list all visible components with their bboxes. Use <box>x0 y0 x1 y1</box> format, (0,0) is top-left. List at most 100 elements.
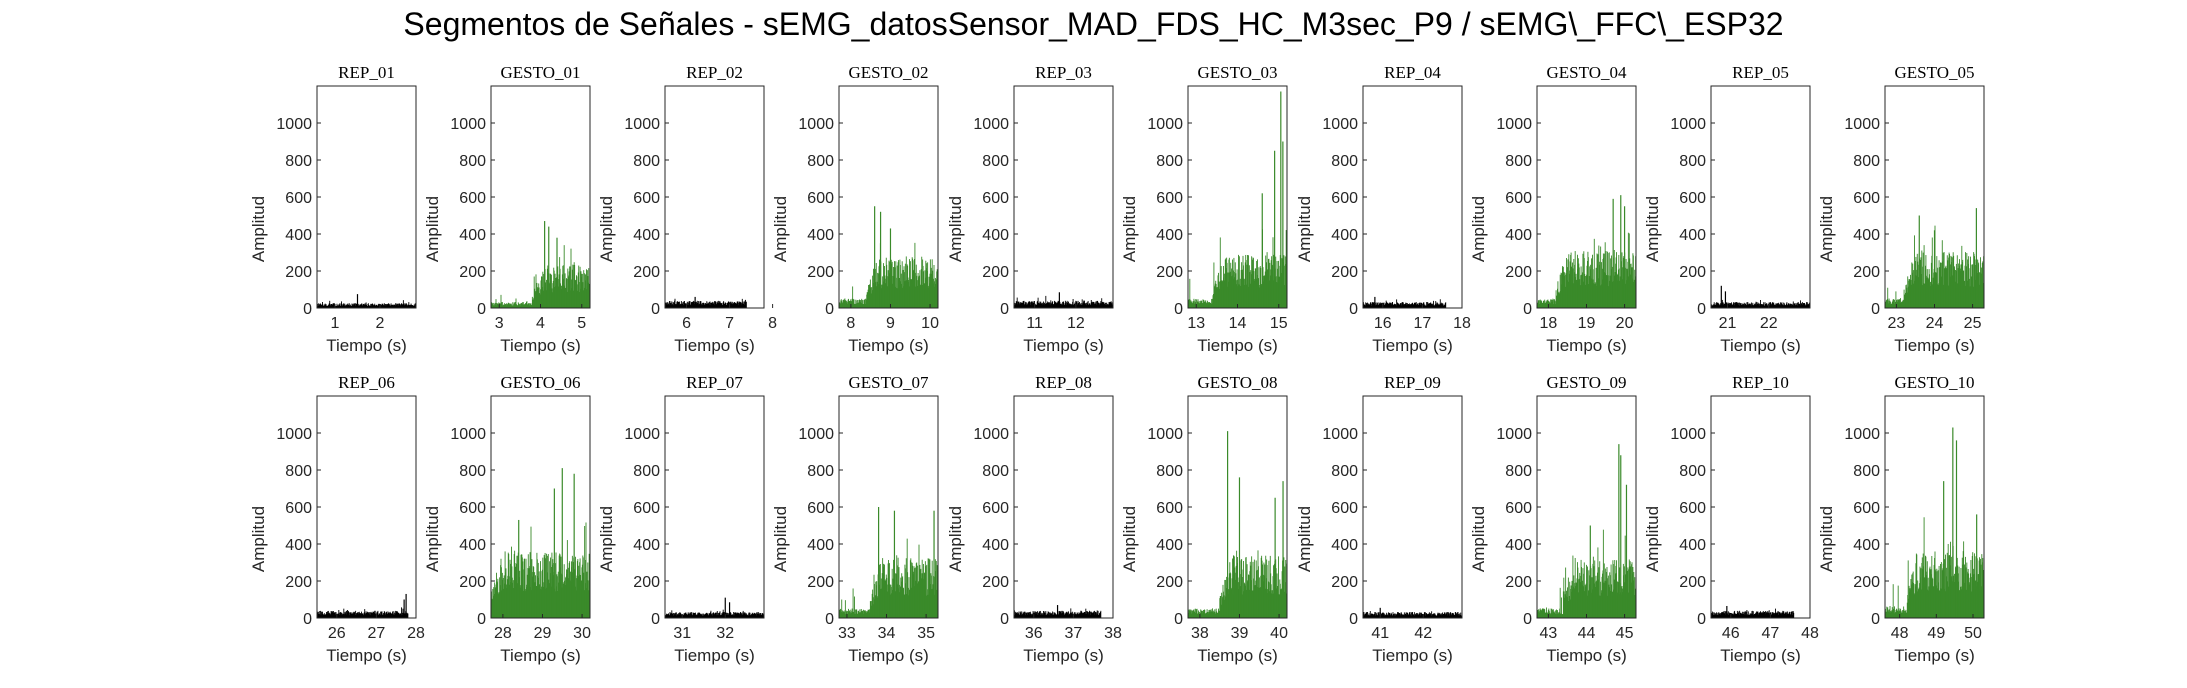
signal-trace <box>317 294 416 308</box>
x-tick-label: 37 <box>1065 625 1083 642</box>
y-tick-label: 1000 <box>1844 116 1880 133</box>
axes-box <box>1362 395 1463 619</box>
y-tick-label: 200 <box>1679 264 1706 281</box>
panel-gesto-10: GESTO_10 0 200 400 600 800 1000 48 49 50 Tiempo (s… <box>1817 373 1985 665</box>
axes-box <box>1710 395 1811 619</box>
x-axis-label: Tiempo (s) <box>1894 336 1975 355</box>
x-tick-label: 36 <box>1025 625 1043 642</box>
y-tick-label: 0 <box>825 301 834 318</box>
axes-box <box>664 85 765 309</box>
x-tick-label: 42 <box>1414 625 1432 642</box>
panel-gesto-02: GESTO_02 0 200 400 600 800 1000 8 9 10 Tiempo (s) A… <box>771 63 939 355</box>
x-tick-label: 18 <box>1453 315 1471 332</box>
signal-trace <box>839 206 938 308</box>
panel-title: GESTO_04 <box>1547 63 1627 82</box>
x-tick-label: 33 <box>838 625 856 642</box>
panel-gesto-01: GESTO_01 0 200 400 600 800 1000 3 4 5 Tiempo (s) Am… <box>423 63 591 355</box>
x-tick-label: 24 <box>1926 315 1944 332</box>
y-tick-label: 0 <box>1523 611 1532 628</box>
x-tick-label: 13 <box>1187 315 1205 332</box>
x-tick-label: 48 <box>1801 625 1819 642</box>
y-tick-label: 1000 <box>1322 116 1358 133</box>
y-tick-label: 400 <box>982 537 1009 554</box>
signal-trace <box>665 296 747 308</box>
y-tick-label: 0 <box>477 301 486 318</box>
panel-title: REP_03 <box>1035 63 1092 82</box>
y-tick-label: 800 <box>807 463 834 480</box>
x-tick-label: 12 <box>1067 315 1085 332</box>
y-tick-label: 400 <box>1156 537 1183 554</box>
y-tick-label: 400 <box>1156 227 1183 244</box>
y-tick-label: 1000 <box>276 116 312 133</box>
x-tick-label: 27 <box>368 625 386 642</box>
figure-title: Segmentos de Señales - sEMG_datosSensor_… <box>403 6 1784 42</box>
panel-title: GESTO_06 <box>501 373 581 392</box>
y-tick-label: 200 <box>1853 574 1880 591</box>
x-axis-label: Tiempo (s) <box>674 336 755 355</box>
y-axis-label: Amplitud <box>946 506 965 572</box>
axes-box <box>1013 85 1114 309</box>
y-tick-label: 800 <box>1156 153 1183 170</box>
signal-trace <box>1014 292 1113 308</box>
y-tick-label: 400 <box>1853 537 1880 554</box>
y-axis-label: Amplitud <box>249 196 268 262</box>
y-tick-label: 600 <box>285 190 312 207</box>
y-tick-label: 600 <box>982 190 1009 207</box>
signal-trace <box>1014 605 1102 618</box>
y-tick-label: 200 <box>1505 574 1532 591</box>
panel-title: REP_04 <box>1384 63 1441 82</box>
y-tick-label: 0 <box>477 611 486 628</box>
signal-trace <box>1711 605 1795 618</box>
axes-box <box>1362 85 1463 309</box>
signal-trace <box>839 507 938 618</box>
y-tick-label: 600 <box>807 190 834 207</box>
panel-gesto-09: GESTO_09 0 200 400 600 800 1000 43 44 45 Tiempo (s… <box>1469 373 1637 665</box>
y-tick-label: 1000 <box>1844 426 1880 443</box>
y-tick-label: 0 <box>1349 301 1358 318</box>
x-axis-label: Tiempo (s) <box>500 646 581 665</box>
x-tick-label: 4 <box>536 315 545 332</box>
signal-trace <box>491 468 590 618</box>
x-axis-label: Tiempo (s) <box>1546 336 1627 355</box>
y-tick-label: 0 <box>1000 301 1009 318</box>
x-axis-label: Tiempo (s) <box>500 336 581 355</box>
y-tick-label: 400 <box>459 537 486 554</box>
y-axis-label: Amplitud <box>249 506 268 572</box>
y-tick-label: 200 <box>1331 264 1358 281</box>
x-tick-label: 50 <box>1964 625 1982 642</box>
y-tick-label: 600 <box>807 500 834 517</box>
panel-rep-07: REP_07 0 200 400 600 800 1000 31 32 Tiempo (s) Amp… <box>597 373 765 665</box>
y-tick-label: 0 <box>1174 611 1183 628</box>
y-tick-label: 1000 <box>1496 116 1532 133</box>
x-tick-label: 47 <box>1762 625 1780 642</box>
x-axis-label: Tiempo (s) <box>848 646 929 665</box>
x-tick-label: 2 <box>376 315 385 332</box>
y-tick-label: 600 <box>285 500 312 517</box>
y-tick-label: 1000 <box>798 426 834 443</box>
panel-gesto-06: GESTO_06 0 200 400 600 800 1000 28 29 30 Tiempo (s… <box>423 373 591 665</box>
y-tick-label: 1000 <box>973 426 1009 443</box>
panel-title: REP_05 <box>1732 63 1789 82</box>
panel-title: GESTO_03 <box>1198 63 1278 82</box>
x-tick-label: 31 <box>673 625 691 642</box>
y-tick-label: 400 <box>633 227 660 244</box>
y-tick-label: 600 <box>633 190 660 207</box>
panel-title: GESTO_09 <box>1547 373 1627 392</box>
x-tick-label: 1 <box>331 315 340 332</box>
y-tick-label: 1000 <box>450 426 486 443</box>
y-axis-label: Amplitud <box>1120 506 1139 572</box>
y-tick-label: 0 <box>1697 611 1706 628</box>
y-tick-label: 800 <box>633 153 660 170</box>
y-tick-label: 800 <box>1331 463 1358 480</box>
y-axis-label: Amplitud <box>423 196 442 262</box>
y-tick-label: 600 <box>982 500 1009 517</box>
y-tick-label: 1000 <box>276 426 312 443</box>
y-tick-label: 600 <box>1853 500 1880 517</box>
panel-rep-09: REP_09 0 200 400 600 800 1000 41 42 Tiempo (s) Amp… <box>1295 373 1463 665</box>
y-tick-label: 0 <box>1349 611 1358 628</box>
signal-trace <box>1711 285 1810 308</box>
x-tick-label: 20 <box>1616 315 1634 332</box>
x-axis-label: Tiempo (s) <box>326 646 407 665</box>
panel-gesto-03: GESTO_03 0 200 400 600 800 1000 13 14 15 Tiempo (s… <box>1120 63 1288 355</box>
